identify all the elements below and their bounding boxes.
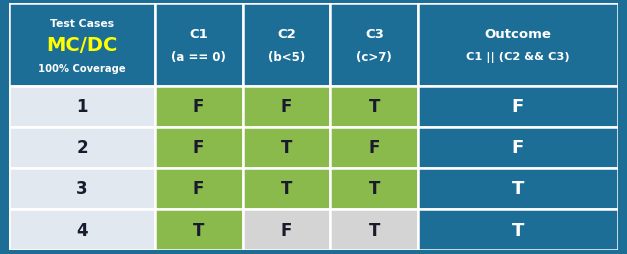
Text: T: T [369, 221, 380, 239]
Text: F: F [369, 139, 380, 157]
Bar [9, 86, 155, 127]
Bar [155, 209, 243, 250]
Bar [243, 86, 330, 127]
Bar [9, 209, 155, 250]
Bar [9, 4, 155, 86]
Bar [418, 4, 618, 86]
Bar [418, 86, 618, 127]
Text: 3: 3 [76, 180, 88, 198]
Bar [243, 4, 330, 86]
Text: 2: 2 [76, 139, 88, 157]
Text: C1 || (C2 && C3): C1 || (C2 && C3) [466, 52, 570, 63]
Text: T: T [369, 180, 380, 198]
Bar [330, 86, 418, 127]
Text: T: T [281, 180, 292, 198]
Bar [243, 168, 330, 209]
Text: (c>7): (c>7) [356, 51, 393, 64]
Text: MC/DC: MC/DC [46, 36, 118, 55]
Bar [418, 209, 618, 250]
Text: F: F [281, 98, 292, 116]
Text: T: T [281, 139, 292, 157]
Bar [155, 4, 243, 86]
Text: F: F [512, 98, 524, 116]
Bar [155, 127, 243, 168]
Text: Test Cases: Test Cases [50, 19, 114, 29]
Text: T: T [193, 221, 204, 239]
Bar [330, 209, 418, 250]
Bar [155, 86, 243, 127]
Text: Outcome: Outcome [485, 27, 551, 40]
Bar [418, 168, 618, 209]
Bar [418, 127, 618, 168]
Bar [9, 127, 155, 168]
Text: F: F [193, 139, 204, 157]
Text: F: F [512, 139, 524, 157]
Text: 100% Coverage: 100% Coverage [38, 64, 126, 73]
Text: T: T [512, 221, 524, 239]
Text: 1: 1 [76, 98, 88, 116]
Bar [330, 168, 418, 209]
Bar [330, 4, 418, 86]
Text: T: T [369, 98, 380, 116]
Text: (a == 0): (a == 0) [171, 51, 226, 64]
Text: C3: C3 [365, 27, 384, 40]
Text: F: F [281, 221, 292, 239]
Bar [243, 209, 330, 250]
Text: F: F [193, 98, 204, 116]
Text: F: F [193, 180, 204, 198]
Bar [243, 127, 330, 168]
Text: T: T [512, 180, 524, 198]
Text: C1: C1 [189, 27, 208, 40]
Bar [330, 127, 418, 168]
Bar [155, 168, 243, 209]
Text: 4: 4 [76, 221, 88, 239]
Bar [9, 168, 155, 209]
Text: C2: C2 [277, 27, 296, 40]
Text: (b<5): (b<5) [268, 51, 305, 64]
